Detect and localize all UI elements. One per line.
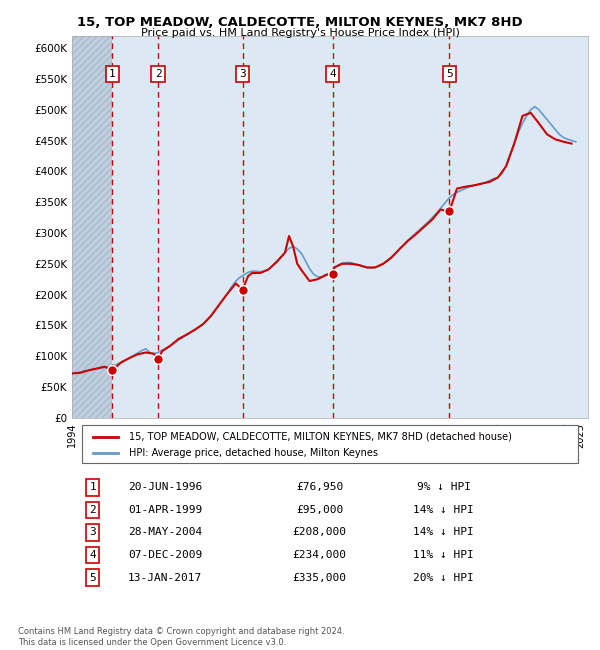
Text: £76,950: £76,950 xyxy=(296,482,343,492)
Text: 20-JUN-1996: 20-JUN-1996 xyxy=(128,482,202,492)
Text: 1: 1 xyxy=(109,69,116,79)
Bar xyxy=(112,36,588,418)
Text: 5: 5 xyxy=(89,573,96,582)
Text: 4: 4 xyxy=(89,550,96,560)
Text: 5: 5 xyxy=(446,69,453,79)
Text: 13-JAN-2017: 13-JAN-2017 xyxy=(128,573,202,582)
Text: 14% ↓ HPI: 14% ↓ HPI xyxy=(413,527,474,538)
Text: 28-MAY-2004: 28-MAY-2004 xyxy=(128,527,202,538)
Text: £234,000: £234,000 xyxy=(293,550,347,560)
Text: 20% ↓ HPI: 20% ↓ HPI xyxy=(413,573,474,582)
Text: HPI: Average price, detached house, Milton Keynes: HPI: Average price, detached house, Milt… xyxy=(129,448,378,458)
FancyBboxPatch shape xyxy=(82,425,578,463)
Text: Price paid vs. HM Land Registry's House Price Index (HPI): Price paid vs. HM Land Registry's House … xyxy=(140,28,460,38)
Text: Contains HM Land Registry data © Crown copyright and database right 2024.
This d: Contains HM Land Registry data © Crown c… xyxy=(18,627,344,647)
Text: 14% ↓ HPI: 14% ↓ HPI xyxy=(413,505,474,515)
Bar xyxy=(72,36,112,418)
Text: £95,000: £95,000 xyxy=(296,505,343,515)
Text: 2: 2 xyxy=(155,69,161,79)
Text: 1: 1 xyxy=(89,482,96,492)
Text: 11% ↓ HPI: 11% ↓ HPI xyxy=(413,550,474,560)
Text: 3: 3 xyxy=(89,527,96,538)
Text: 9% ↓ HPI: 9% ↓ HPI xyxy=(416,482,470,492)
Text: 4: 4 xyxy=(329,69,336,79)
Text: 07-DEC-2009: 07-DEC-2009 xyxy=(128,550,202,560)
Text: £335,000: £335,000 xyxy=(293,573,347,582)
Text: 15, TOP MEADOW, CALDECOTTE, MILTON KEYNES, MK7 8HD: 15, TOP MEADOW, CALDECOTTE, MILTON KEYNE… xyxy=(77,16,523,29)
Text: 3: 3 xyxy=(239,69,246,79)
Text: 01-APR-1999: 01-APR-1999 xyxy=(128,505,202,515)
Text: 2: 2 xyxy=(89,505,96,515)
Text: £208,000: £208,000 xyxy=(293,527,347,538)
Text: 15, TOP MEADOW, CALDECOTTE, MILTON KEYNES, MK7 8HD (detached house): 15, TOP MEADOW, CALDECOTTE, MILTON KEYNE… xyxy=(129,432,512,442)
